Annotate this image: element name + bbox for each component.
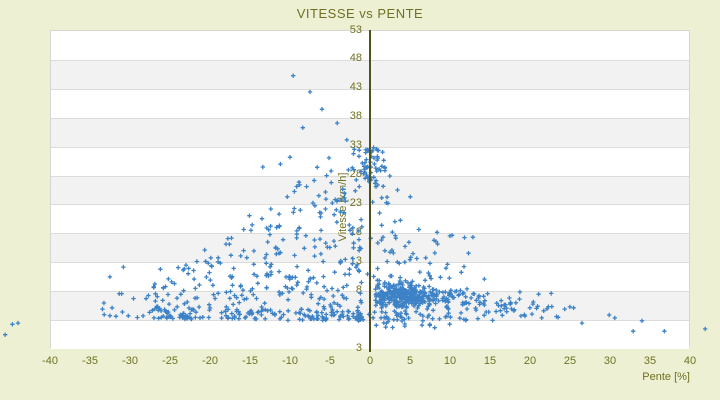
x-axis-title: Pente [%]	[642, 371, 690, 383]
y-tick-label: 38	[349, 110, 362, 123]
x-tick-label: 0	[366, 355, 374, 367]
y-tick-label: 23	[349, 196, 362, 209]
x-tick-label: -5	[325, 355, 335, 367]
x-tick-label: 25	[563, 355, 577, 367]
x-tick-label: 30	[603, 355, 617, 367]
x-tick-label: -40	[42, 355, 58, 367]
x-tick-label: 40	[683, 355, 697, 367]
x-tick-label: -25	[162, 355, 178, 367]
x-tick-label: -35	[82, 355, 98, 367]
x-tick-label: 20	[523, 355, 537, 367]
chart-title: VITESSE vs PENTE	[296, 6, 424, 21]
y-tick-label: 48	[349, 52, 362, 65]
x-tick-label: -20	[202, 355, 218, 367]
x-tick-label: 10	[443, 355, 457, 367]
y-axis-line	[369, 30, 371, 352]
x-tick-label: 5	[406, 355, 414, 367]
x-tick-label: -15	[242, 355, 258, 367]
x-tick-label: -30	[122, 355, 138, 367]
y-tick-label: 3	[355, 312, 362, 325]
y-tick-label: 43	[349, 81, 362, 94]
x-tick-label: 15	[483, 355, 497, 367]
x-tick-label: -10	[282, 355, 298, 367]
y-tick-label: 13	[349, 254, 362, 267]
y-tick-label: 53	[349, 23, 362, 36]
y-tick-label: 18	[349, 225, 362, 238]
y-tick-label: 8	[355, 283, 362, 296]
y-tick-label: 28	[349, 168, 362, 181]
y-tick-label: 33	[349, 139, 362, 152]
x-tick-label: 35	[643, 355, 657, 367]
y-tick-label: 3	[355, 341, 362, 354]
